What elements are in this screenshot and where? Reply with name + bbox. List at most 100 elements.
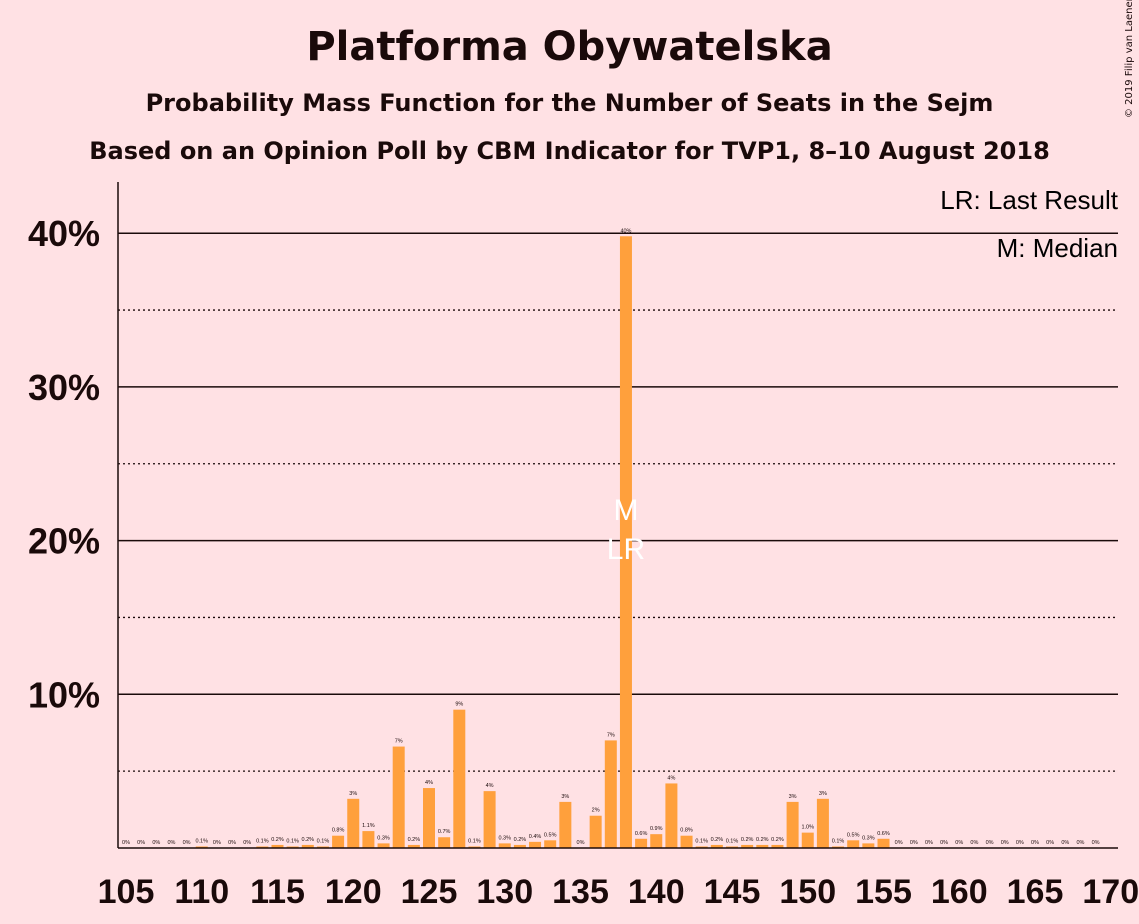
bar-label-131: 0.2% bbox=[514, 837, 527, 843]
bar-148 bbox=[771, 844, 784, 848]
bar-141 bbox=[665, 783, 678, 848]
median-last-result-markers: M LR bbox=[607, 494, 645, 566]
x-tick-label: 105 bbox=[98, 873, 155, 911]
bar-label-155: 0.6% bbox=[877, 831, 890, 837]
bar-label-111: 0% bbox=[213, 840, 221, 846]
y-tick-label: 30% bbox=[28, 367, 100, 408]
bar-label-154: 0.3% bbox=[862, 835, 875, 841]
bar-155 bbox=[877, 838, 890, 848]
bar-label-158: 0% bbox=[925, 840, 933, 846]
bar-134 bbox=[559, 801, 572, 848]
bar-label-148: 0.2% bbox=[771, 837, 784, 843]
bar-label-136: 2% bbox=[592, 808, 600, 814]
bar-label-145: 0.1% bbox=[726, 838, 739, 844]
bar-label-120: 3% bbox=[349, 791, 357, 797]
bar-label-159: 0% bbox=[940, 840, 948, 846]
bar-label-115: 0.2% bbox=[271, 837, 284, 843]
bar-117 bbox=[301, 844, 314, 848]
x-tick-label: 155 bbox=[855, 873, 912, 911]
bar-146 bbox=[741, 844, 754, 848]
bar-147 bbox=[756, 844, 769, 848]
x-tick-label: 160 bbox=[931, 873, 988, 911]
bar-label-153: 0.5% bbox=[847, 832, 860, 838]
bar-115 bbox=[271, 844, 284, 848]
bar-label-166: 0% bbox=[1046, 840, 1054, 846]
x-tick-label: 125 bbox=[401, 873, 458, 911]
bar-label-108: 0% bbox=[167, 840, 175, 846]
bars bbox=[195, 236, 890, 849]
bar-133 bbox=[544, 840, 557, 848]
bar-label-143: 0.1% bbox=[695, 838, 708, 844]
bar-label-116: 0.1% bbox=[286, 838, 299, 844]
y-tick-label: 20% bbox=[28, 521, 100, 562]
bar-label-133: 0.5% bbox=[544, 832, 557, 838]
bar-label-128: 0.1% bbox=[468, 838, 481, 844]
median-marker: M bbox=[613, 494, 638, 527]
bar-110 bbox=[195, 846, 208, 848]
bar-label-161: 0% bbox=[970, 840, 978, 846]
bar-151 bbox=[816, 798, 829, 848]
bar-label-157: 0% bbox=[910, 840, 918, 846]
chart-subtitle: Probability Mass Function for the Number… bbox=[145, 89, 994, 117]
bar-label-167: 0% bbox=[1061, 840, 1069, 846]
bar-123 bbox=[392, 746, 405, 848]
x-tick-label: 140 bbox=[628, 873, 685, 911]
bar-144 bbox=[710, 844, 723, 848]
bar-128 bbox=[468, 846, 481, 848]
y-axis-ticks: 10% 20% 30% 40% bbox=[28, 213, 100, 715]
bar-114 bbox=[256, 846, 269, 848]
bar-150 bbox=[801, 832, 814, 848]
bar-label-112: 0% bbox=[228, 840, 236, 846]
bar-label-162: 0% bbox=[986, 840, 994, 846]
bar-label-117: 0.2% bbox=[302, 837, 315, 843]
bar-118 bbox=[316, 846, 329, 848]
bar-label-149: 3% bbox=[789, 794, 797, 800]
bar-125 bbox=[423, 788, 435, 848]
x-tick-label: 135 bbox=[552, 873, 609, 911]
bar-label-168: 0% bbox=[1076, 840, 1084, 846]
bar-label-106: 0% bbox=[137, 840, 145, 846]
bar-140 bbox=[650, 834, 663, 848]
bar-label-129: 4% bbox=[486, 783, 494, 789]
bar-137 bbox=[604, 740, 617, 848]
bar-label-127: 9% bbox=[455, 702, 463, 708]
bar-label-105: 0% bbox=[122, 840, 130, 846]
bar-label-113: 0% bbox=[243, 840, 251, 846]
bar-129 bbox=[483, 791, 496, 848]
bar-label-109: 0% bbox=[183, 840, 191, 846]
bar-label-150: 1.0% bbox=[801, 825, 814, 831]
x-axis-ticks: 105 110 115 120 125 130 135 140 145 150 155 160 165 1… bbox=[98, 873, 1139, 911]
bar-label-124: 0.2% bbox=[408, 837, 421, 843]
bar-labels: 0% 0% 0% 0% 0% 0.1% 0% 0% 0% 0.1% 0.2% 0.1% 0.2% 0.1%… bbox=[122, 228, 1100, 846]
bar-label-152: 0.1% bbox=[832, 838, 845, 844]
bar-136 bbox=[589, 815, 602, 848]
x-tick-label: 150 bbox=[779, 873, 836, 911]
bar-138 bbox=[619, 236, 632, 849]
chart-title: Platforma Obywatelska bbox=[306, 24, 833, 70]
bar-154 bbox=[862, 843, 875, 848]
x-tick-label: 115 bbox=[250, 873, 305, 911]
bar-label-160: 0% bbox=[955, 840, 963, 846]
axes bbox=[117, 182, 1118, 849]
bar-label-122: 0.3% bbox=[377, 835, 390, 841]
bar-label-132: 0.4% bbox=[529, 834, 542, 840]
bar-label-144: 0.2% bbox=[711, 837, 724, 843]
x-tick-label: 130 bbox=[476, 873, 533, 911]
chart-source-subtitle: Based on an Opinion Poll by CBM Indicato… bbox=[89, 137, 1050, 165]
bar-127 bbox=[453, 709, 466, 848]
bar-label-121: 1.1% bbox=[362, 823, 375, 829]
bar-label-125: 4% bbox=[425, 780, 433, 786]
x-tick-label: 170 bbox=[1082, 873, 1139, 911]
bar-label-151: 3% bbox=[819, 791, 827, 797]
bar-126 bbox=[438, 837, 451, 848]
bar-130 bbox=[498, 843, 511, 848]
bar-label-110: 0.1% bbox=[195, 838, 208, 844]
x-tick-label: 165 bbox=[1007, 873, 1064, 911]
bar-152 bbox=[832, 846, 845, 848]
bar-121 bbox=[362, 831, 375, 848]
bar-label-123: 7% bbox=[395, 739, 403, 745]
x-tick-label: 110 bbox=[174, 873, 229, 911]
bar-label-139: 0.6% bbox=[635, 831, 648, 837]
bar-label-165: 0% bbox=[1031, 840, 1039, 846]
bar-label-140: 0.9% bbox=[650, 826, 663, 832]
